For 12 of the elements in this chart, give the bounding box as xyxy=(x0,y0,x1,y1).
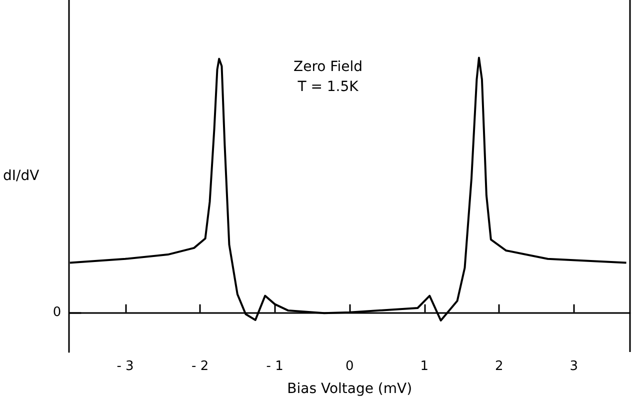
x-tick-label: - 3 xyxy=(116,359,134,374)
text: 0 xyxy=(52,304,62,320)
x-tick-label: - 1 xyxy=(266,359,284,374)
x-tick-label: 2 xyxy=(495,359,504,374)
x-tick-label: 1 xyxy=(420,359,429,374)
annotation: T = 1.5K xyxy=(296,79,360,95)
x-tick-label: 3 xyxy=(570,359,578,374)
x-tick-label: - 2 xyxy=(191,359,209,374)
x-tick-label: 0 xyxy=(345,359,354,374)
annotation: Zero Field xyxy=(294,59,362,75)
y-axis-title: dI/dV xyxy=(2,168,40,184)
x-axis-title: Bias Voltage (mV) xyxy=(287,381,412,397)
